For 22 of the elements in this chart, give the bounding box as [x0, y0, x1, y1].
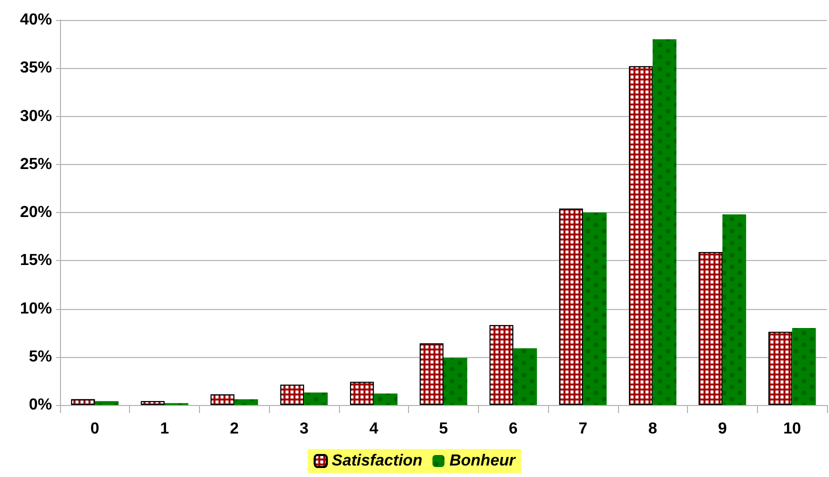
x-tick-label: 2	[230, 420, 239, 438]
y-tick-label: 35%	[20, 60, 52, 77]
x-tick-label: 8	[648, 420, 658, 438]
y-tick-label: 5%	[28, 348, 52, 366]
y-tick-label: 25%	[20, 156, 52, 173]
x-tick-label: 10	[783, 420, 802, 438]
x-tick-label: 6	[508, 420, 518, 438]
y-tick-label: 15%	[20, 252, 52, 270]
x-tick-label: 3	[300, 420, 309, 438]
x-tick-label: 9	[718, 420, 727, 438]
legend-label: Bonheur	[449, 452, 516, 470]
x-tick-label: 0	[90, 420, 100, 438]
x-tick-label: 5	[439, 420, 448, 438]
y-tick-label: 40%	[20, 12, 52, 28]
y-tick-label: 0%	[28, 396, 52, 414]
y-tick-label: 10%	[20, 300, 52, 318]
y-tick-label: 20%	[20, 204, 52, 221]
x-tick-label: 1	[160, 420, 170, 438]
x-tick-label: 4	[369, 420, 378, 438]
x-tick-label: 7	[578, 420, 588, 438]
legend-label: Satisfaction	[332, 452, 423, 470]
y-tick-label: 30%	[20, 108, 52, 125]
